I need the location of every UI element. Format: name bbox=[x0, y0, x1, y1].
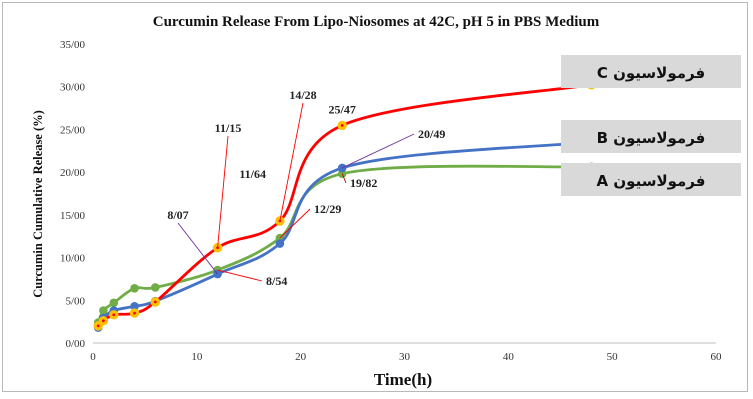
legend-label: فرمولاسیون B bbox=[597, 129, 706, 147]
data-label: 20/49 bbox=[418, 127, 445, 141]
legend-box bbox=[561, 163, 741, 196]
chart-frame bbox=[2, 2, 748, 392]
data-point-A bbox=[99, 306, 108, 315]
x-tick-label: 20 bbox=[295, 351, 307, 363]
leader-line bbox=[177, 222, 218, 275]
y-tick-label: 15/00 bbox=[60, 210, 86, 222]
leader-line bbox=[217, 135, 229, 248]
y-tick-label: 30/00 bbox=[60, 82, 86, 94]
leader-line bbox=[279, 208, 311, 239]
data-point-center-C bbox=[96, 324, 100, 328]
leader-line bbox=[217, 269, 263, 282]
legend-item-B: فرمولاسیون B bbox=[561, 120, 741, 153]
legend-item-C: فرمولاسیون C bbox=[561, 55, 741, 88]
data-label: 14/28 bbox=[289, 88, 316, 102]
series-C bbox=[93, 80, 597, 331]
legend-item-A: فرمولاسیون A bbox=[561, 163, 741, 196]
x-tick-label: 0 bbox=[90, 351, 96, 363]
legend-box bbox=[561, 120, 741, 153]
data-point-B bbox=[275, 239, 285, 248]
data-label: 11/64 bbox=[239, 167, 266, 181]
x-tick-label: 50 bbox=[607, 351, 619, 363]
legend-label: فرمولاسیون C bbox=[597, 64, 705, 82]
legend-box bbox=[561, 55, 741, 88]
legend-label: فرمولاسیون A bbox=[597, 172, 706, 190]
data-label: 8/07 bbox=[167, 208, 188, 222]
data-label: 25/47 bbox=[329, 102, 356, 116]
data-point-center-C bbox=[101, 319, 105, 323]
data-point-center-C bbox=[340, 124, 344, 127]
axes: 0 10 20 30 40 50 60 0/00 5/00 10/00 15/00 20/00 25/0… bbox=[60, 39, 722, 363]
y-tick-label: 0/00 bbox=[65, 338, 85, 350]
y-tick-label: 10/00 bbox=[60, 253, 86, 265]
x-tick-label: 10 bbox=[191, 351, 203, 363]
x-axis-label: Time(h) bbox=[374, 370, 432, 389]
series-layer bbox=[93, 80, 597, 332]
series-line-A bbox=[96, 164, 593, 324]
data-point-center-C bbox=[112, 313, 116, 317]
data-point-center-C bbox=[133, 311, 136, 315]
chart-title: Curcumin Release From Lipo-Niosomes at 4… bbox=[153, 14, 600, 30]
data-point-B bbox=[130, 301, 139, 311]
y-tick-label: 25/00 bbox=[60, 124, 86, 136]
data-label: 19/82 bbox=[350, 176, 377, 190]
y-tick-label: 20/00 bbox=[60, 167, 86, 179]
data-point-center-C bbox=[216, 246, 220, 250]
data-point-center-C bbox=[153, 300, 157, 304]
y-tick-label: 5/00 bbox=[65, 295, 85, 307]
data-point-A bbox=[130, 284, 139, 293]
leader-line bbox=[341, 173, 347, 184]
data-label: 12/29 bbox=[314, 202, 341, 216]
y-axis-label: Curcumin Cumulative Release (%) bbox=[31, 110, 45, 298]
leader-line bbox=[279, 102, 304, 222]
data-label: 8/54 bbox=[266, 274, 287, 288]
data-point-A bbox=[151, 283, 160, 292]
series-line-B bbox=[96, 140, 593, 330]
x-tick-label: 30 bbox=[399, 351, 411, 363]
series-A bbox=[93, 162, 596, 327]
data-label-layer: 30/2323/5120/6225/4720/4919/8214/2811/64… bbox=[167, 64, 593, 288]
y-tick-label: 35/00 bbox=[60, 39, 86, 51]
legend: فرمولاسیون A فرمولاسیون B فرمولاسیون C bbox=[561, 55, 741, 196]
data-label: 11/15 bbox=[215, 121, 242, 135]
series-line-C bbox=[96, 83, 593, 328]
x-tick-label: 40 bbox=[503, 351, 515, 363]
leader-line bbox=[342, 133, 415, 169]
x-tick-label: 60 bbox=[711, 351, 723, 363]
data-point-A bbox=[109, 298, 119, 308]
